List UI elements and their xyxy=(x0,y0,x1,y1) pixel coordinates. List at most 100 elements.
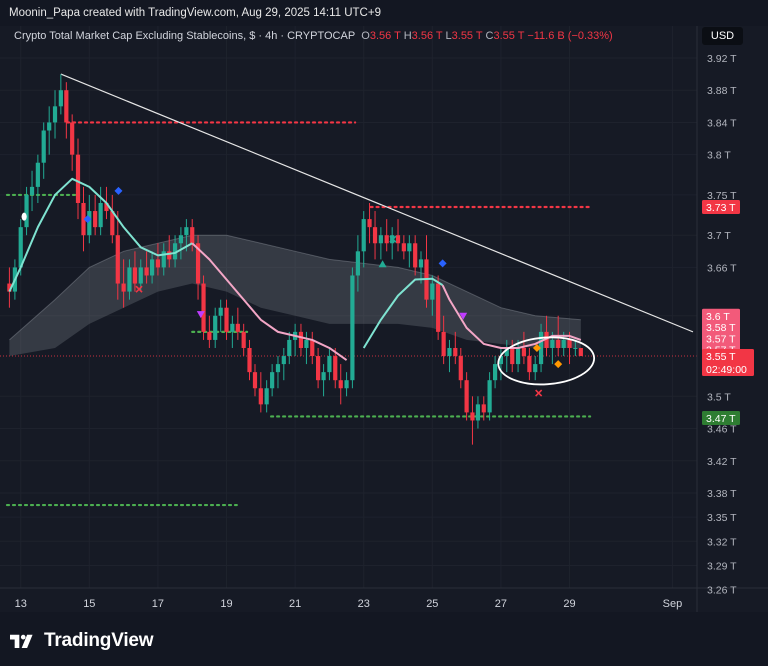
x-stroke xyxy=(535,389,543,397)
price-label-text: 3.57 T xyxy=(706,333,736,345)
drop-marker xyxy=(21,212,27,221)
candle-down xyxy=(567,339,572,348)
candle-up xyxy=(87,211,92,236)
x-stroke xyxy=(389,235,397,243)
candle-down xyxy=(144,267,149,276)
candle-down xyxy=(384,235,389,244)
chart-credit: Moonin_Papa created with TradingView.com… xyxy=(9,7,381,19)
candle-up xyxy=(487,380,492,413)
candle-down xyxy=(258,388,263,405)
candle-down xyxy=(201,283,206,332)
candle-up xyxy=(350,275,355,381)
x-tick-label: 13 xyxy=(15,598,27,610)
candle-down xyxy=(367,219,372,228)
legend-symbol: Crypto Total Market Cap Excluding Stable… xyxy=(14,30,356,42)
candle-down xyxy=(527,356,532,373)
candle-up xyxy=(230,323,235,332)
y-tick-label: 3.32 T xyxy=(707,536,737,548)
candle-up xyxy=(149,259,155,276)
price-label-tag xyxy=(702,411,740,426)
candle-down xyxy=(436,283,441,332)
brand-name: TradingView xyxy=(44,630,154,651)
currency-button[interactable]: USD xyxy=(702,27,743,45)
candle-down xyxy=(481,404,486,413)
x-stroke xyxy=(135,285,143,293)
candle-down xyxy=(132,267,138,284)
candle-up xyxy=(178,235,184,244)
tradingview-logo-icon xyxy=(10,634,33,648)
candle-up xyxy=(138,267,143,284)
y-tick-label: 3.35 T xyxy=(707,512,737,524)
candle-up xyxy=(430,283,435,300)
candle-down xyxy=(578,347,583,357)
candle-down xyxy=(195,243,201,284)
orange-diamond-marker xyxy=(532,343,541,352)
candle-up xyxy=(275,364,281,373)
candle-down xyxy=(441,331,446,357)
y-tick-label: 3.38 T xyxy=(707,488,737,500)
candle-up xyxy=(504,347,509,357)
candle-up xyxy=(47,122,52,131)
candle-up xyxy=(98,202,103,228)
moving-average-line xyxy=(191,242,348,361)
price-label-tag xyxy=(702,200,740,215)
x-tick-label: 17 xyxy=(152,598,164,610)
candle-down xyxy=(395,235,401,244)
triangle-down-marker xyxy=(459,312,468,320)
legend-low-value: 3.55 T xyxy=(451,30,483,42)
y-tick-label: 3.8 T xyxy=(707,150,731,162)
candle-down xyxy=(310,339,315,357)
moving-average-line xyxy=(8,177,193,293)
candle-down xyxy=(104,202,109,212)
x-tick-label: 29 xyxy=(563,598,575,610)
candle-down xyxy=(110,211,115,236)
candle-up xyxy=(41,130,46,163)
price-label-tag xyxy=(702,308,740,323)
candle-down xyxy=(401,243,406,252)
candle-down xyxy=(453,347,458,357)
candle-up xyxy=(418,259,424,268)
candle-up xyxy=(29,186,35,195)
blue-diamond-marker xyxy=(114,186,123,195)
candle-up xyxy=(213,315,218,340)
candle-up xyxy=(35,162,40,187)
candle-up xyxy=(127,267,132,292)
candle-up xyxy=(18,227,23,268)
red-x-marker xyxy=(535,389,543,397)
blue-diamond-marker xyxy=(438,259,447,268)
candle-up xyxy=(378,235,383,244)
candle-up xyxy=(407,243,412,252)
countdown-text: 02:49:00 xyxy=(706,364,747,376)
cloud-upper-edge xyxy=(9,234,581,341)
legend-high-label: H xyxy=(403,30,412,42)
legend-change: −11.6 B (−0.33%) xyxy=(527,30,613,42)
candle-up xyxy=(264,388,269,405)
candle-down xyxy=(155,259,161,268)
chart-panel[interactable] xyxy=(0,26,768,612)
candle-down xyxy=(333,356,338,381)
candle-up xyxy=(573,347,578,349)
blue-diamond-marker xyxy=(83,215,92,224)
candle-up xyxy=(58,90,63,107)
candle-down xyxy=(544,331,549,348)
current-price-tag xyxy=(702,349,754,377)
legend-open-value: 3.56 T xyxy=(369,30,401,42)
moving-average-line xyxy=(362,277,444,349)
candle-down xyxy=(167,251,172,260)
candle-up xyxy=(344,380,349,389)
price-label-text: 3.73 T xyxy=(706,202,736,214)
candle-down xyxy=(241,331,246,348)
triangle-down-marker xyxy=(196,311,205,319)
green-x-marker xyxy=(389,235,397,243)
brand[interactable]: TradingView xyxy=(10,630,154,652)
x-tick-label: 27 xyxy=(495,598,507,610)
candle-up xyxy=(361,219,366,252)
candle-down xyxy=(75,154,81,203)
y-tick-label: 3.84 T xyxy=(707,117,737,129)
x-tick-label: Sep xyxy=(663,598,683,610)
candle-up xyxy=(561,339,566,348)
candle-down xyxy=(7,283,12,292)
candle-up xyxy=(538,331,544,365)
price-chart[interactable]: 3.92 T 3.88 T 3.84 T 3.8 T 3.75 T 3.7 T 3.66 T… xyxy=(0,0,768,612)
candle-up xyxy=(218,307,223,316)
